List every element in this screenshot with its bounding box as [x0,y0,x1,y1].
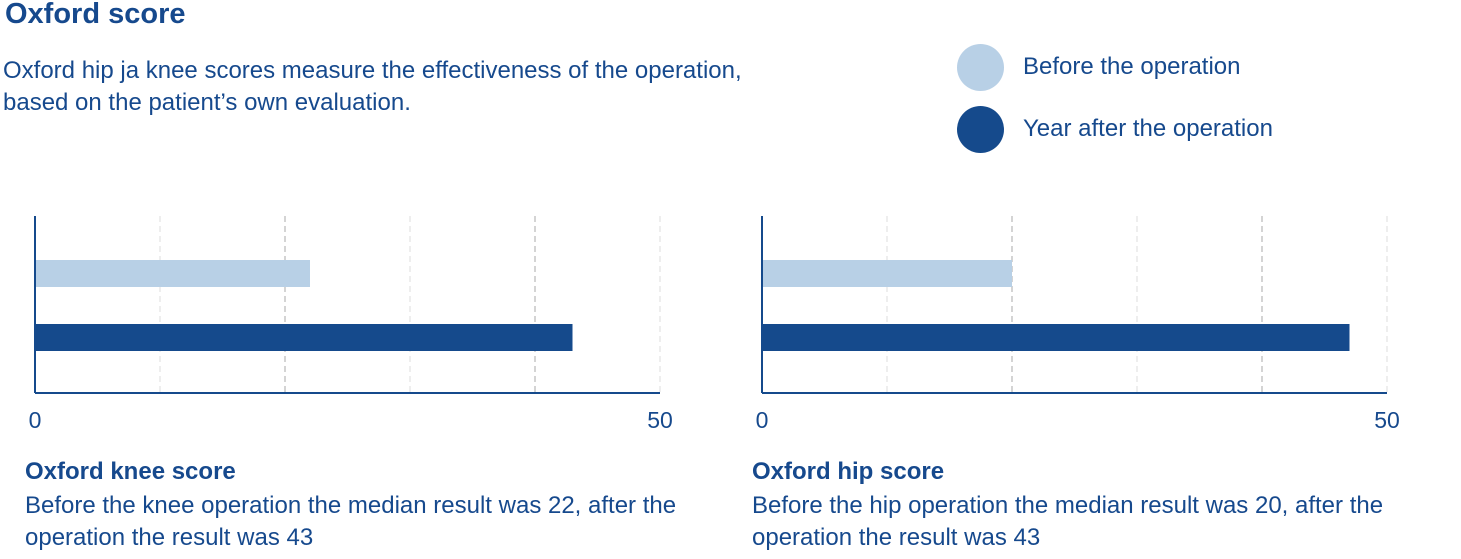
hip-chart-description: Before the hip operation the median resu… [752,492,1384,551]
hip-tick-label-50: 50 [1374,407,1400,433]
hip-chart-title: Oxford hip score [752,458,945,485]
knee-tick-label-50: 50 [647,407,673,433]
hip-tick-label-0: 0 [756,407,769,433]
legend-swatch-after [957,106,1004,153]
page-title: Oxford score [5,0,186,30]
hip-bar-after [762,324,1350,351]
knee-bar-after [35,324,573,351]
legend-label-before: Before the operation [1023,53,1241,80]
legend-label-after: Year after the operation [1023,115,1273,142]
knee-chart-title: Oxford knee score [25,458,236,485]
hip-score-chart: 0 50 Oxford hip score Before the hip oper… [752,210,1452,559]
knee-tick-label-0: 0 [29,407,42,433]
knee-score-plot: 0 50 [29,216,673,433]
hip-bar-before [762,260,1012,287]
intro-text: Oxford hip ja knee scores measure the ef… [3,57,742,116]
knee-chart-description: Before the knee operation the median res… [25,492,677,551]
knee-score-chart: 0 50 Oxford knee score Before the knee op… [25,210,725,559]
legend-swatch-before [957,44,1004,91]
knee-bar-before [35,260,310,287]
hip-score-plot: 0 50 [756,216,1400,433]
